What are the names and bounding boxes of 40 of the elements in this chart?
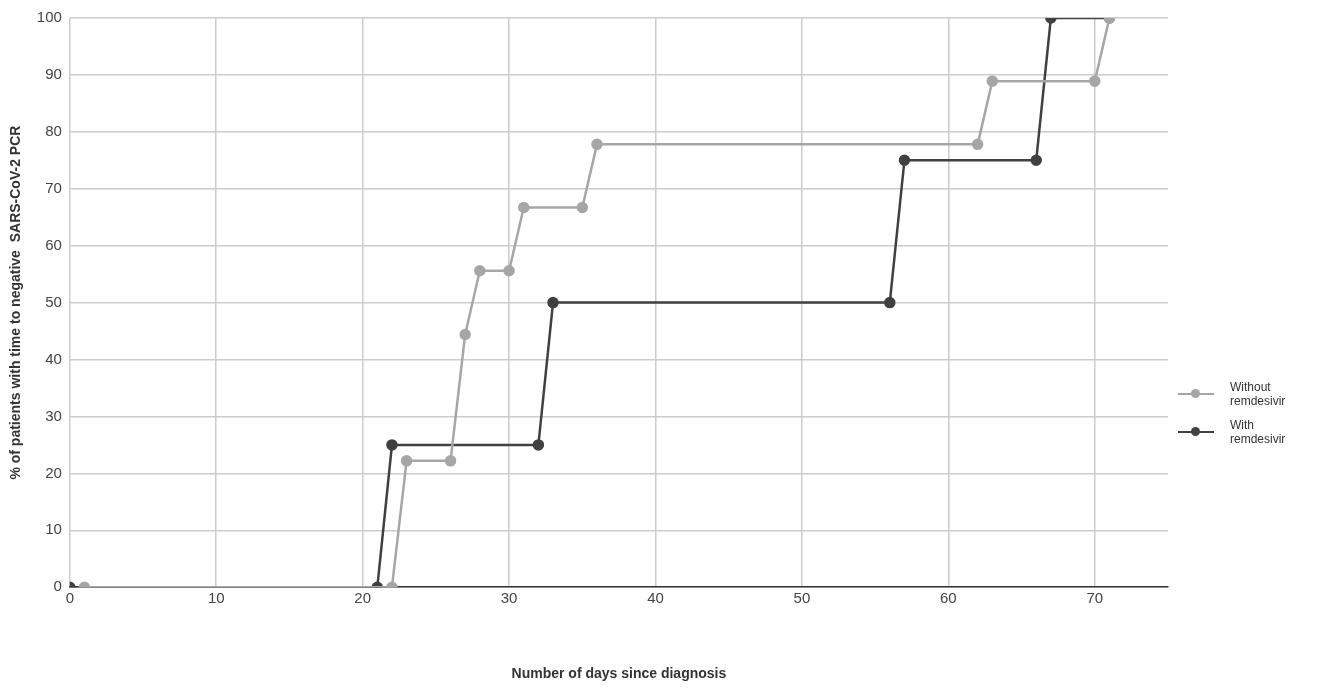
y-tick-label: 40	[45, 349, 62, 367]
y-tick-label: 100	[36, 8, 62, 26]
point	[547, 296, 559, 309]
x-tick-label: 10	[207, 589, 225, 607]
point	[386, 439, 398, 451]
y-tick-label: 10	[45, 520, 62, 538]
point	[503, 264, 515, 277]
point	[1030, 154, 1042, 167]
legend-label: Without remdesivir	[1230, 380, 1287, 408]
y-tick-label: 80	[45, 121, 62, 139]
y-tick-label: 50	[45, 292, 62, 310]
point	[400, 455, 413, 467]
x-tick-label: 30	[500, 589, 518, 607]
x-tick-label: 40	[647, 589, 664, 607]
x-tick-label: 50	[793, 589, 811, 607]
x-tick-label: 70	[1086, 589, 1104, 607]
y-tick-label: 30	[45, 406, 62, 424]
y-tick-label: 0	[53, 577, 62, 595]
point	[444, 455, 457, 467]
x-tick-label: 60	[940, 589, 957, 607]
point	[1089, 75, 1101, 87]
point	[517, 201, 530, 214]
point	[576, 201, 589, 214]
point	[898, 154, 911, 167]
y-axis-title: % of patients with time to negative SARS-CoV-2 PCR	[7, 125, 24, 480]
point	[474, 264, 486, 277]
point	[986, 75, 999, 87]
point	[971, 138, 984, 151]
y-tick-label: 70	[45, 178, 62, 196]
point	[591, 138, 603, 151]
y-tick-label: 90	[45, 65, 62, 83]
x-tick-label: 0	[65, 589, 74, 607]
y-tick-label: 20	[45, 463, 62, 481]
legend-label: With remdesivir	[1230, 418, 1287, 446]
point	[884, 296, 896, 309]
point	[532, 439, 545, 451]
x-tick-label: 20	[354, 589, 372, 607]
point	[459, 328, 471, 341]
x-axis-title: Number of days since diagnosis	[511, 665, 727, 682]
y-tick-label: 60	[45, 235, 62, 253]
